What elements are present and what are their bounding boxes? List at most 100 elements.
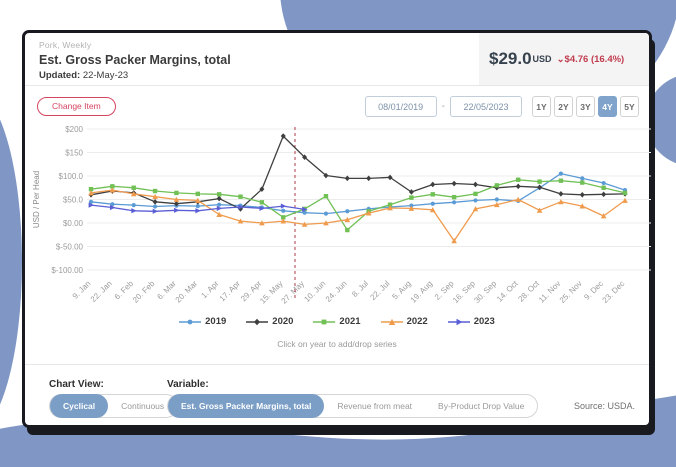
data-point bbox=[516, 177, 521, 182]
chart-view-option-continuous[interactable]: Continuous bbox=[121, 401, 165, 411]
commodity-frequency-label: Pork, Weekly bbox=[39, 40, 92, 50]
chart-card: Pork, Weekly Est. Gross Packer Margins, … bbox=[22, 30, 652, 428]
x-tick-label: 16. Sep bbox=[451, 279, 477, 305]
footer-divider bbox=[25, 364, 649, 365]
data-point bbox=[88, 190, 94, 196]
data-point bbox=[109, 204, 116, 211]
svg-text:22. Jan: 22. Jan bbox=[89, 279, 114, 304]
change-item-button[interactable]: Change Item bbox=[37, 97, 116, 116]
data-point bbox=[579, 192, 585, 198]
data-point bbox=[580, 180, 585, 185]
current-price-panel: $29.0 USD ⌄$4.76 (16.4%) bbox=[479, 33, 649, 85]
range-button-1y[interactable]: 1Y bbox=[532, 96, 551, 117]
legend-item-2019[interactable]: 2019 bbox=[179, 316, 226, 327]
x-tick-label: 25. Nov bbox=[558, 279, 584, 305]
data-point bbox=[259, 186, 265, 192]
chart-view-option-cyclical[interactable]: Cyclical bbox=[50, 394, 109, 418]
range-button-4y[interactable]: 4Y bbox=[598, 96, 617, 117]
legend-item-2023[interactable]: 2023 bbox=[447, 316, 495, 327]
data-point bbox=[173, 196, 180, 202]
data-point bbox=[130, 191, 137, 197]
data-point bbox=[387, 202, 393, 207]
svg-text:25. Nov: 25. Nov bbox=[558, 279, 584, 305]
data-point bbox=[494, 183, 500, 188]
date-to-input[interactable] bbox=[450, 96, 522, 117]
legend-marker-icon bbox=[380, 318, 403, 325]
arrow-down-icon: ⌄ bbox=[556, 53, 565, 65]
series-line-2019 bbox=[90, 172, 626, 215]
series-line-2020 bbox=[90, 135, 626, 210]
legend-year-label: 2019 bbox=[205, 316, 227, 327]
date-from-input[interactable] bbox=[364, 96, 437, 117]
x-tick-label: 20. Mar bbox=[174, 279, 200, 305]
source-label: Source: USDA. bbox=[573, 401, 635, 411]
x-tick-label: 17. Apr bbox=[218, 279, 243, 304]
x-tick-label: 30. Sep bbox=[472, 279, 498, 305]
data-point bbox=[302, 210, 307, 215]
data-point bbox=[195, 197, 201, 203]
chart-canvas: $200 $150 $100.0 $50.0 $0.00 $-50.00 $-100.00 U… bbox=[25, 123, 653, 315]
range-button-5y[interactable]: 5Y bbox=[620, 96, 639, 117]
legend-marker-icon bbox=[313, 319, 336, 324]
legend-item-2020[interactable]: 2020 bbox=[246, 316, 293, 327]
variable-option-est-gross-packer-margins-total[interactable]: Est. Gross Packer Margins, total bbox=[168, 394, 325, 418]
svg-text:19. Aug: 19. Aug bbox=[409, 279, 435, 305]
data-point bbox=[430, 192, 435, 197]
data-point bbox=[109, 187, 116, 193]
range-button-3y[interactable]: 3Y bbox=[576, 96, 595, 117]
data-point bbox=[237, 218, 244, 224]
data-point bbox=[152, 204, 158, 209]
price-change: ⌄$4.76 (16.4%) bbox=[557, 54, 625, 65]
x-tick-label: 14. Oct bbox=[495, 279, 520, 304]
legend-item-2022[interactable]: 2022 bbox=[380, 316, 428, 327]
legend-year-label: 2020 bbox=[272, 316, 294, 327]
data-point bbox=[430, 201, 435, 206]
data-point bbox=[131, 208, 137, 214]
x-tick-label: 11. Nov bbox=[537, 279, 562, 304]
data-point bbox=[174, 207, 180, 213]
data-point bbox=[131, 203, 136, 208]
data-point bbox=[110, 184, 115, 189]
svg-text:16. Sep: 16. Sep bbox=[451, 279, 477, 305]
legend-year-label: 2023 bbox=[473, 316, 495, 327]
variable-toggle: Est. Gross Packer Margins, total Revenue … bbox=[167, 394, 539, 418]
data-point bbox=[558, 199, 564, 205]
data-point bbox=[365, 210, 372, 216]
data-point bbox=[216, 195, 222, 202]
blob-shape bbox=[0, 119, 22, 405]
data-point bbox=[280, 203, 287, 209]
data-point bbox=[259, 200, 265, 205]
range-button-2y[interactable]: 2Y bbox=[554, 96, 573, 117]
data-point bbox=[515, 196, 521, 202]
price-currency: USD bbox=[532, 54, 552, 64]
legend-item-2021[interactable]: 2021 bbox=[313, 316, 361, 327]
data-point bbox=[622, 190, 628, 196]
data-point bbox=[451, 194, 457, 200]
data-point bbox=[216, 192, 222, 197]
data-point bbox=[580, 176, 585, 181]
header-divider bbox=[25, 85, 649, 86]
x-tick-label: 23. Dec bbox=[601, 279, 627, 305]
variable-option-by-product-drop-value[interactable]: By-Product Drop Value bbox=[438, 401, 525, 411]
data-point bbox=[281, 208, 286, 213]
data-point bbox=[451, 238, 457, 244]
page-title: Est. Gross Packer Margins, total bbox=[39, 53, 231, 67]
data-point bbox=[601, 191, 607, 198]
data-point bbox=[452, 200, 457, 205]
variable-option-revenue-from-meat[interactable]: Revenue from meat bbox=[337, 401, 413, 411]
data-point bbox=[345, 209, 350, 214]
data-point bbox=[216, 211, 222, 217]
legend-marker-icon bbox=[246, 318, 269, 325]
svg-text:11. Nov: 11. Nov bbox=[537, 279, 562, 304]
data-point bbox=[195, 203, 200, 209]
y-tick-label: $100.0 bbox=[59, 172, 84, 181]
data-point bbox=[302, 206, 308, 212]
data-point bbox=[152, 193, 158, 200]
data-point bbox=[344, 216, 351, 223]
data-point bbox=[430, 181, 436, 188]
data-point bbox=[536, 207, 543, 213]
card-header: Pork, Weekly Est. Gross Packer Margins, … bbox=[39, 40, 231, 81]
x-tick-label: 22. Jul bbox=[368, 279, 391, 302]
